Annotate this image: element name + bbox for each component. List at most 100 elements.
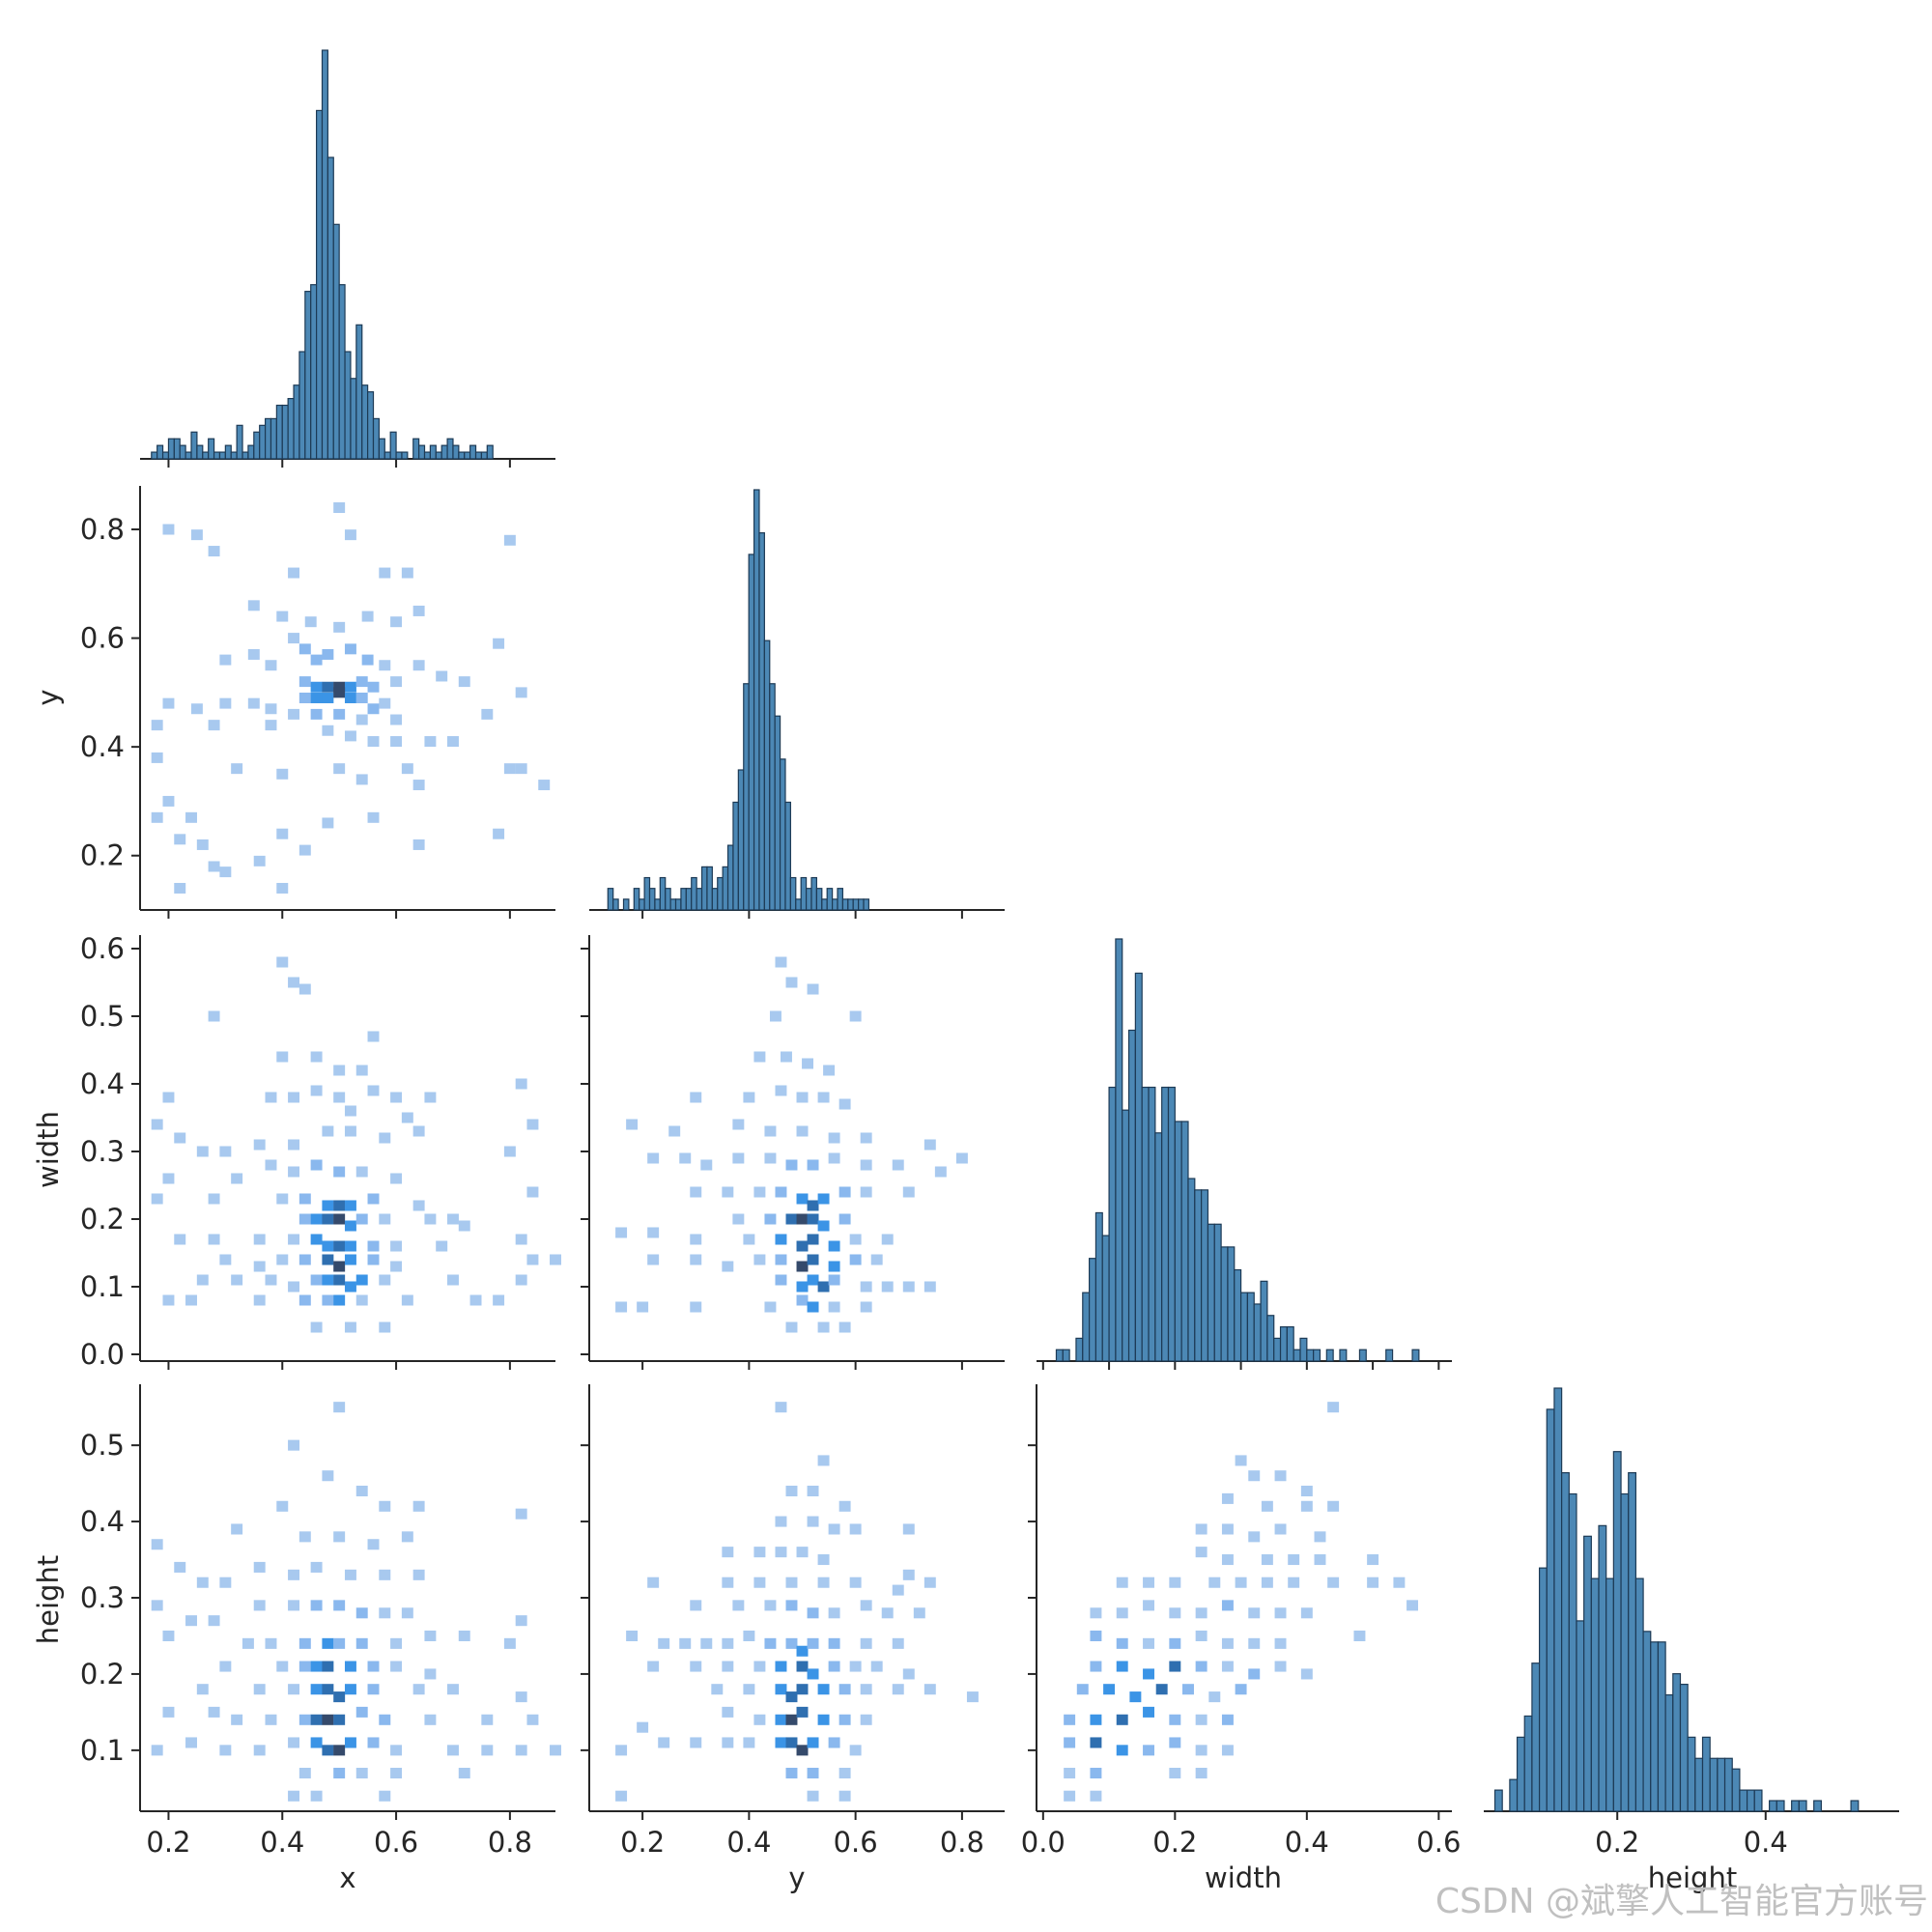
heatmap-width-vs-x xyxy=(151,956,561,1333)
heatmap-cell xyxy=(333,1240,346,1252)
heatmap-cell xyxy=(615,1227,628,1238)
heatmap-cell xyxy=(722,1661,734,1672)
histogram-bar xyxy=(1213,1223,1222,1362)
histogram-bar xyxy=(1723,1757,1733,1812)
heatmap-cell xyxy=(1221,1523,1234,1535)
heatmap-cell xyxy=(1090,1661,1102,1672)
heatmap-cell xyxy=(424,736,437,748)
heatmap-cell xyxy=(796,1261,809,1272)
histogram-bar xyxy=(821,898,828,911)
heatmap-cell xyxy=(1064,1790,1076,1802)
heatmap-height-vs-width xyxy=(1064,1402,1419,1802)
heatmap-cell xyxy=(390,736,403,748)
heatmap-cell xyxy=(690,1600,702,1611)
heatmap-cell xyxy=(219,1661,232,1672)
histogram-bar xyxy=(1576,1620,1585,1812)
heatmap-cell xyxy=(1248,1668,1261,1680)
heatmap-cell xyxy=(934,1166,947,1178)
heatmap-cell xyxy=(344,1569,356,1580)
heatmap-cell xyxy=(668,1125,681,1137)
heatmap-cell xyxy=(355,676,368,688)
heatmap-cell xyxy=(253,1139,266,1151)
histogram-bar xyxy=(805,888,812,911)
y-tick-label: 0.6 xyxy=(80,932,125,965)
heatmap-cell xyxy=(1090,1737,1102,1748)
heatmap-cell xyxy=(253,1294,266,1306)
heatmap-cell xyxy=(1090,1630,1102,1641)
histogram-bar xyxy=(304,291,312,460)
heatmap-cell xyxy=(1274,1661,1287,1672)
histogram-bar xyxy=(218,451,226,460)
heatmap-cell xyxy=(367,1031,380,1042)
heatmap-cell xyxy=(276,1661,289,1672)
histogram-bar xyxy=(633,888,640,911)
x-tick-label: 0.4 xyxy=(1285,1826,1329,1859)
histogram-bar xyxy=(384,451,391,460)
histogram-bar xyxy=(161,451,170,460)
heatmap-cell xyxy=(626,1630,639,1641)
heatmap-cell xyxy=(807,1637,819,1649)
heatmap-cell xyxy=(401,1607,413,1619)
x-axis-label-height: height xyxy=(1648,1861,1737,1894)
heatmap-cell xyxy=(367,811,380,823)
heatmap-cell xyxy=(355,1274,368,1286)
histogram-bar xyxy=(737,769,745,911)
histogram-bar xyxy=(1385,1349,1394,1362)
heatmap-cell xyxy=(817,1193,830,1205)
heatmap-cell xyxy=(807,983,819,995)
heatmap-cell xyxy=(1353,1630,1366,1641)
histogram-bar xyxy=(832,898,838,911)
histogram-bar xyxy=(253,431,261,460)
heatmap-cell xyxy=(1288,1577,1300,1588)
heatmap-cell xyxy=(355,1706,368,1718)
heatmap-cell xyxy=(458,676,470,688)
heatmap-cell xyxy=(333,1531,346,1543)
heatmap-cell xyxy=(493,828,505,839)
heatmap-cell xyxy=(265,1092,277,1103)
heatmap-cell xyxy=(1195,1768,1208,1779)
histogram-bar xyxy=(1701,1736,1711,1812)
heatmap-cell xyxy=(322,1661,334,1672)
histogram-bar xyxy=(1201,1189,1209,1362)
heatmap-cell xyxy=(288,708,300,720)
heatmap-cell xyxy=(401,1531,413,1543)
heatmap-cell xyxy=(219,867,232,878)
heatmap-cell xyxy=(412,1125,425,1137)
heatmap-cell xyxy=(796,1213,809,1225)
histogram-bar xyxy=(1798,1800,1807,1812)
heatmap-cell xyxy=(390,1173,403,1184)
heatmap-cell xyxy=(253,1261,266,1272)
heatmap-cell xyxy=(276,956,289,968)
heatmap-cell xyxy=(344,1125,356,1137)
heatmap-cell xyxy=(637,1721,649,1733)
histogram-bar xyxy=(1411,1349,1420,1362)
heatmap-cell xyxy=(860,1186,872,1198)
histogram-bar xyxy=(1134,972,1143,1362)
panel-width-vs-x: 0.0 0.1 0.2 0.3 0.4 0.5 0.6 xyxy=(80,932,555,1371)
heatmap-cell xyxy=(344,730,356,742)
heatmap-cell xyxy=(515,1274,527,1286)
heatmap-cell xyxy=(219,1745,232,1756)
histogram-bar xyxy=(1207,1223,1215,1362)
heatmap-cell xyxy=(807,1737,819,1748)
heatmap-cell xyxy=(860,1281,872,1293)
heatmap-cell xyxy=(412,605,425,616)
heatmap-cell xyxy=(690,1301,702,1313)
histogram-bar xyxy=(1055,1349,1064,1362)
histogram-bar xyxy=(202,451,210,460)
heatmap-cell xyxy=(208,1234,220,1245)
heatmap-cell xyxy=(679,1637,692,1649)
histogram-bar xyxy=(1194,1189,1203,1362)
heatmap-cell xyxy=(1367,1554,1379,1566)
heatmap-cell xyxy=(1195,1607,1208,1619)
histogram-bar xyxy=(167,438,175,460)
heatmap-cell xyxy=(1169,1607,1181,1619)
heatmap-cell xyxy=(1155,1684,1168,1695)
histogram-bar xyxy=(774,715,781,911)
histogram-bar xyxy=(316,109,324,460)
heatmap-cell xyxy=(310,1790,323,1802)
histogram-bar xyxy=(837,888,844,911)
heatmap-cell xyxy=(344,1321,356,1333)
heatmap-cell xyxy=(1064,1768,1076,1779)
heatmap-cell xyxy=(700,1637,713,1649)
